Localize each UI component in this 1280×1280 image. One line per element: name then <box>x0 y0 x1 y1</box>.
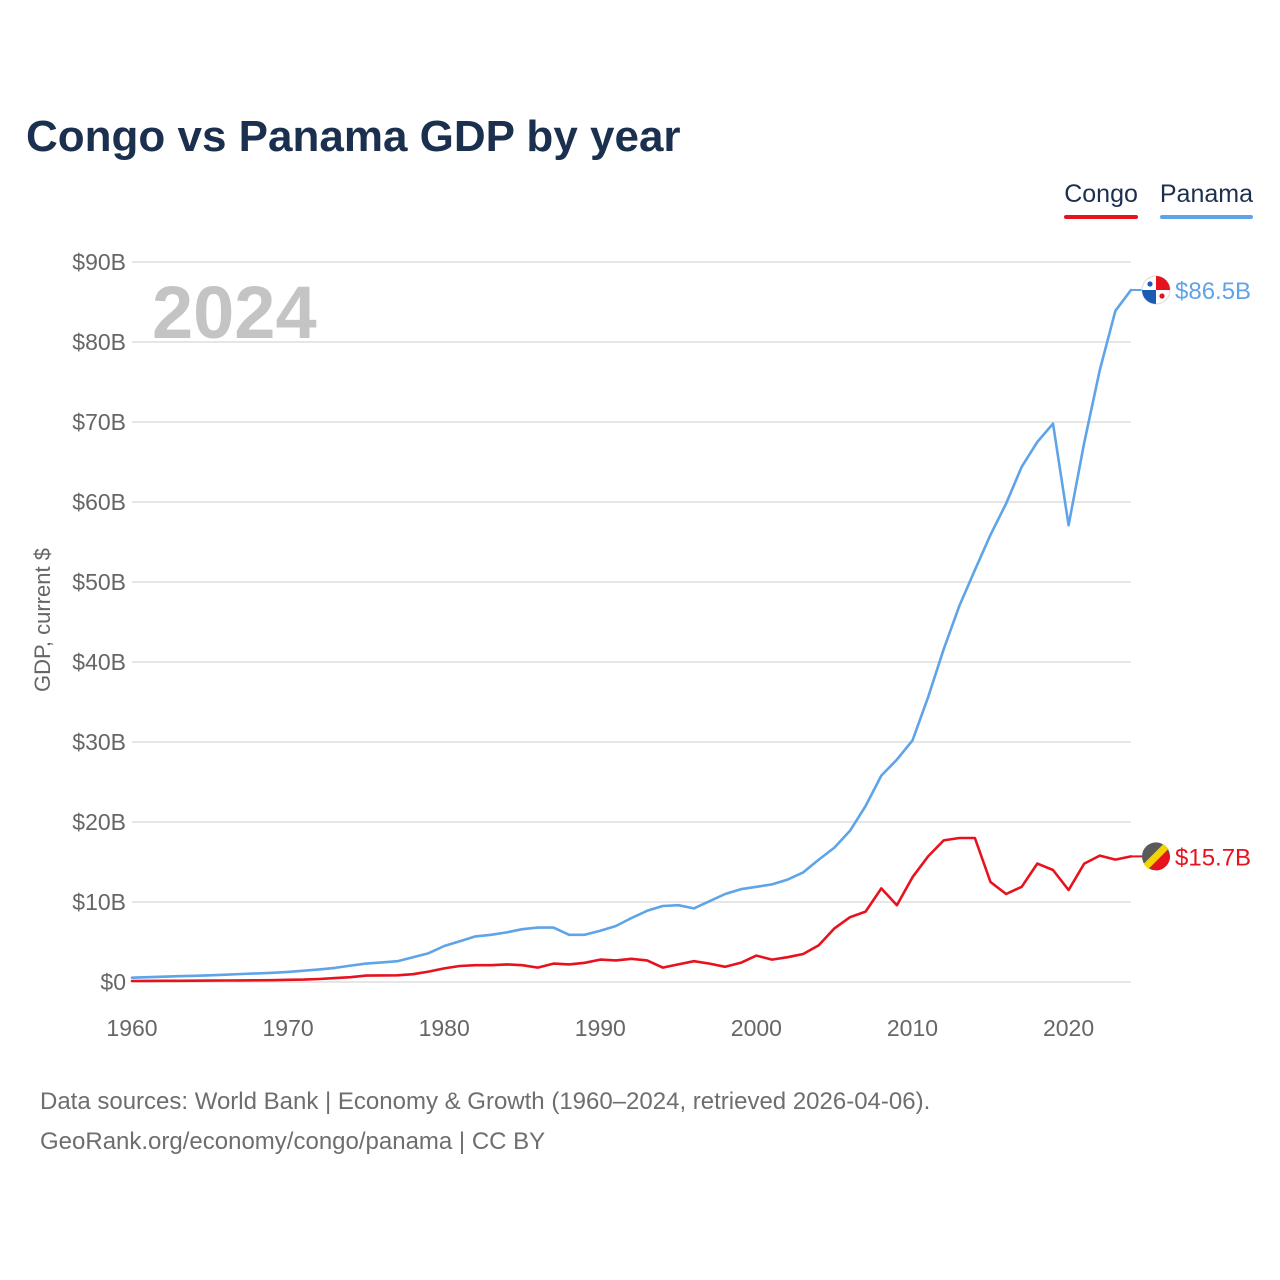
flag-congo-icon <box>1142 842 1170 871</box>
gridlines <box>132 261 1131 983</box>
y-axis-ticks: $0 $10B $20B $30B $40B $50B $60B $70B $80B $90B <box>72 249 126 995</box>
x-axis-ticks: 1960 1970 1980 1990 2000 2010 2020 <box>106 1015 1094 1041</box>
x-tick-label: 1980 <box>419 1015 470 1041</box>
y-tick-label: $0 <box>100 969 126 995</box>
flag-panama-icon <box>1141 275 1171 305</box>
legend-item-congo[interactable]: Congo <box>1064 180 1138 219</box>
series-line-panama <box>130 288 1133 980</box>
y-tick-label: $90B <box>72 249 126 275</box>
series-lines <box>130 288 1133 983</box>
legend-label-congo: Congo <box>1064 180 1138 208</box>
year-watermark: 2024 <box>152 271 317 354</box>
legend-swatch-panama <box>1159 215 1253 219</box>
x-tick-label: 1990 <box>575 1015 626 1041</box>
x-tick-label: 2000 <box>731 1015 782 1041</box>
x-tick-label: 2010 <box>887 1015 938 1041</box>
y-axis-label: GDP, current $ <box>30 548 55 692</box>
end-markers: $86.5B $15.7B <box>1131 275 1251 871</box>
source-note: Data sources: World Bank | Economy & Gro… <box>40 1082 930 1162</box>
source-line-2[interactable]: GeoRank.org/economy/congo/panama | CC BY <box>40 1128 546 1155</box>
y-tick-label: $40B <box>72 649 126 675</box>
legend-swatch-congo <box>1064 215 1138 219</box>
chart-title: Congo vs Panama GDP by year <box>26 112 681 161</box>
y-tick-label: $70B <box>72 409 126 435</box>
y-tick-label: $20B <box>72 809 126 835</box>
x-tick-label: 1970 <box>263 1015 314 1041</box>
x-tick-label: 2020 <box>1043 1015 1094 1041</box>
y-tick-label: $60B <box>72 489 126 515</box>
legend: Congo Panama <box>1064 180 1253 219</box>
legend-item-panama[interactable]: Panama <box>1159 180 1253 219</box>
y-tick-label: $50B <box>72 569 126 595</box>
y-tick-label: $10B <box>72 889 126 915</box>
y-tick-label: $80B <box>72 329 126 355</box>
y-tick-label: $30B <box>72 729 126 755</box>
x-tick-label: 1960 <box>106 1015 157 1041</box>
series-line-congo <box>130 836 1133 983</box>
end-label-panama: $86.5B <box>1175 278 1251 305</box>
legend-label-panama: Panama <box>1159 180 1253 208</box>
end-label-congo: $15.7B <box>1175 844 1251 871</box>
source-line-1: Data sources: World Bank | Economy & Gro… <box>40 1088 931 1115</box>
